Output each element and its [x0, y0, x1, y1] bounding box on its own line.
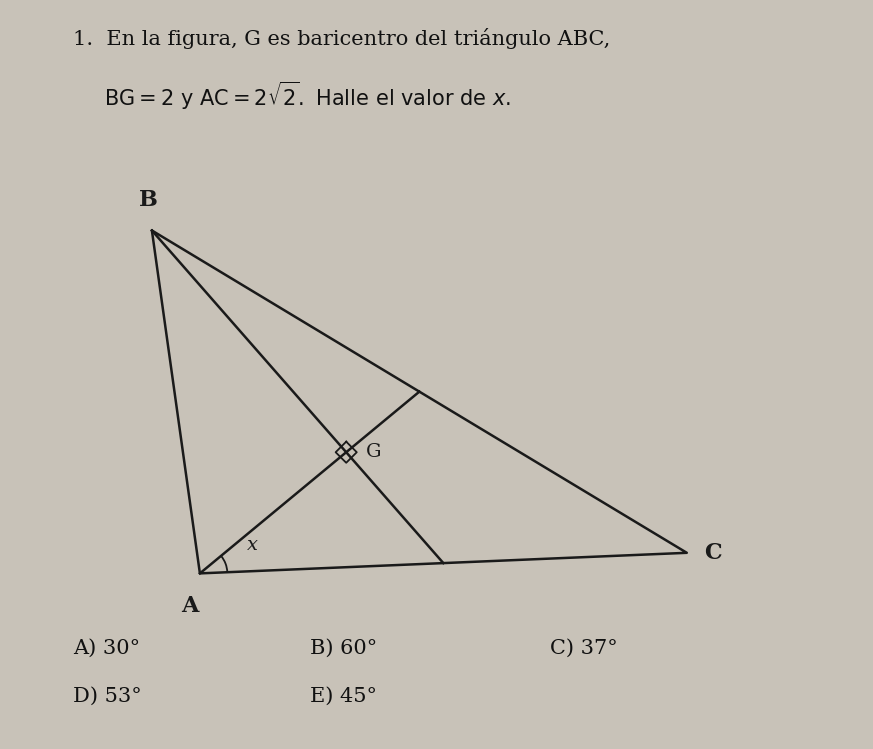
Text: B) 60°: B) 60° [310, 639, 377, 658]
Text: C: C [704, 542, 722, 564]
Text: C) 37°: C) 37° [550, 639, 617, 658]
Text: $\mathrm{BG = 2\ y\ AC = 2\sqrt{2}.\ Halle\ el\ valor\ de\ }x\mathrm{.}$: $\mathrm{BG = 2\ y\ AC = 2\sqrt{2}.\ Hal… [104, 79, 512, 112]
Text: D) 53°: D) 53° [73, 687, 141, 706]
Text: G: G [366, 443, 381, 461]
Text: A: A [181, 595, 198, 617]
Text: A) 30°: A) 30° [73, 639, 141, 658]
Text: B: B [139, 189, 158, 211]
Text: 1.  En la figura, G es baricentro del triángulo ABC,: 1. En la figura, G es baricentro del tri… [73, 28, 610, 49]
Text: E) 45°: E) 45° [310, 687, 376, 706]
Text: x: x [247, 536, 258, 554]
